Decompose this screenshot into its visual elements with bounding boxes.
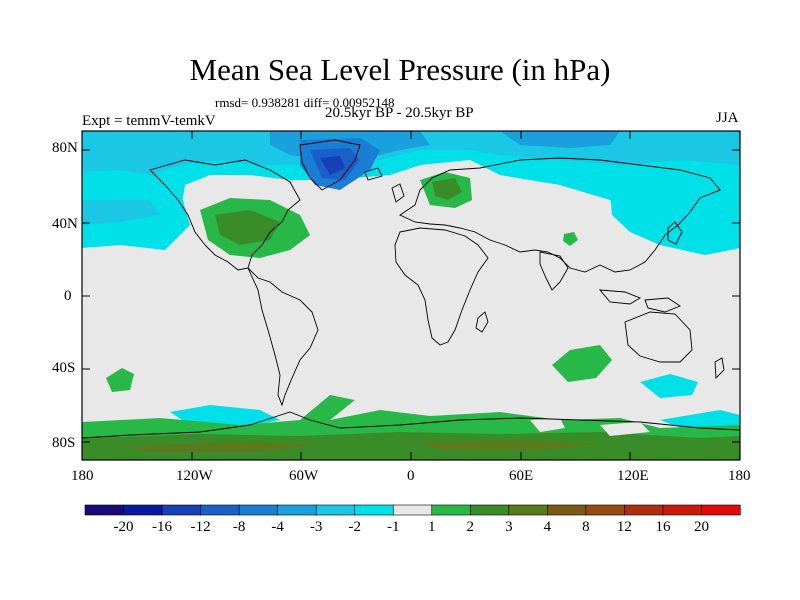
coastline-antarctica bbox=[82, 411, 740, 439]
colorbar-swatch bbox=[123, 504, 163, 516]
colorbar-swatch bbox=[277, 504, 317, 516]
colorbar-label: 4 bbox=[543, 519, 552, 535]
lon-tick-label: 60W bbox=[289, 468, 319, 484]
colorbar-swatch bbox=[238, 504, 279, 516]
lat-tick-label: 40S bbox=[52, 360, 76, 376]
colorbar-swatch bbox=[701, 504, 741, 516]
anomaly-region-neg3 bbox=[500, 131, 620, 148]
colorbar-label: -8 bbox=[232, 519, 246, 535]
colorbar-swatch bbox=[161, 504, 202, 516]
coastline-south-america bbox=[247, 267, 319, 407]
colorbar-swatch bbox=[315, 504, 356, 516]
axis-ticks bbox=[81, 131, 741, 460]
anomaly-region-pos3 bbox=[432, 178, 462, 200]
anomaly-region-neg2 bbox=[82, 200, 160, 225]
coastline-australia bbox=[624, 311, 693, 363]
chart-title: Mean Sea Level Pressure (in hPa) bbox=[189, 52, 611, 87]
colorbar-swatch bbox=[84, 504, 125, 516]
lon-tick-label: 120W bbox=[176, 468, 213, 484]
period-label: 20.5kyr BP - 20.5kyr BP bbox=[325, 105, 474, 121]
coastline-north-america bbox=[149, 159, 301, 271]
anomaly-region-pos2 bbox=[106, 368, 134, 392]
colorbar-swatch bbox=[624, 504, 664, 516]
coastline-sea-islands bbox=[644, 297, 681, 313]
colorbar-swatch bbox=[585, 504, 626, 516]
lon-tick-label: 60E bbox=[509, 468, 534, 484]
colorbar-label: -20 bbox=[113, 519, 134, 535]
experiment-label: Expt = temmV-temkV bbox=[82, 113, 216, 129]
anomaly-region-neutral bbox=[530, 418, 565, 432]
lon-tick-label: 0 bbox=[407, 468, 415, 484]
colorbar-swatch bbox=[469, 504, 510, 516]
colorbar-label: 12 bbox=[616, 519, 632, 535]
coastline-africa bbox=[394, 227, 489, 346]
coastline-iceland bbox=[364, 167, 383, 181]
anomaly-region-pos3 bbox=[82, 432, 740, 460]
stats-label: rmsd= 0.938281 diff= 0.00952148 bbox=[215, 95, 395, 110]
colorbar-swatch bbox=[547, 504, 587, 516]
anomaly-region-neutral bbox=[600, 422, 650, 436]
coastline-sea-islands bbox=[598, 289, 642, 305]
season-label: JJA bbox=[716, 110, 739, 126]
colorbar-swatch bbox=[508, 504, 548, 516]
anomaly-region-neg12 bbox=[320, 156, 345, 175]
colorbar-label: 1 bbox=[428, 519, 436, 535]
lon-tick-label: 180 bbox=[728, 468, 751, 484]
colorbar-label: -12 bbox=[190, 519, 211, 535]
lon-tick-label: 120E bbox=[617, 468, 649, 484]
lat-tick-label: 80N bbox=[52, 140, 78, 156]
colorbar-swatch bbox=[662, 504, 703, 516]
coastlines bbox=[82, 139, 740, 439]
coastline-india bbox=[539, 251, 569, 291]
anomaly-region-pos4 bbox=[120, 442, 320, 452]
colorbar-label: 20 bbox=[693, 519, 709, 535]
colorbar-label: -16 bbox=[152, 519, 173, 535]
colorbar bbox=[84, 504, 741, 516]
anomaly-region-pos3 bbox=[215, 210, 280, 245]
anomaly-region-pos2 bbox=[552, 345, 612, 382]
anomaly-region-pos4 bbox=[420, 440, 600, 450]
coastline-greenland bbox=[299, 139, 361, 191]
anomaly-region-pos2 bbox=[563, 232, 578, 246]
anomaly-region-neg1 bbox=[640, 374, 698, 398]
coastline-eurasia bbox=[399, 157, 721, 273]
lon-tick-label: 180 bbox=[71, 468, 94, 484]
lat-tick-label: 80S bbox=[52, 435, 76, 451]
colorbar-label: -2 bbox=[348, 519, 361, 535]
colorbar-label: -4 bbox=[271, 519, 284, 535]
colorbar-label: -3 bbox=[309, 519, 323, 535]
lat-tick-label: 0 bbox=[64, 288, 72, 304]
colorbar-label: 8 bbox=[582, 519, 590, 535]
colorbar-swatch bbox=[354, 504, 394, 516]
coastline-japan bbox=[667, 221, 683, 245]
coastline-british-isles bbox=[391, 183, 405, 203]
colorbar-label: -1 bbox=[386, 519, 400, 535]
pressure-anomaly-fields bbox=[82, 131, 740, 460]
colorbar-label: 2 bbox=[466, 519, 475, 535]
coastline-madagascar bbox=[475, 311, 489, 333]
coastline-new-zealand bbox=[714, 357, 725, 380]
colorbar-swatch bbox=[392, 504, 433, 516]
colorbar-label: 16 bbox=[655, 519, 671, 535]
lat-tick-label: 40N bbox=[52, 216, 78, 232]
colorbar-swatch bbox=[200, 504, 240, 516]
anomaly-region-neg1 bbox=[610, 180, 740, 255]
colorbar-swatch bbox=[431, 504, 471, 516]
colorbar-label: 3 bbox=[505, 519, 513, 535]
